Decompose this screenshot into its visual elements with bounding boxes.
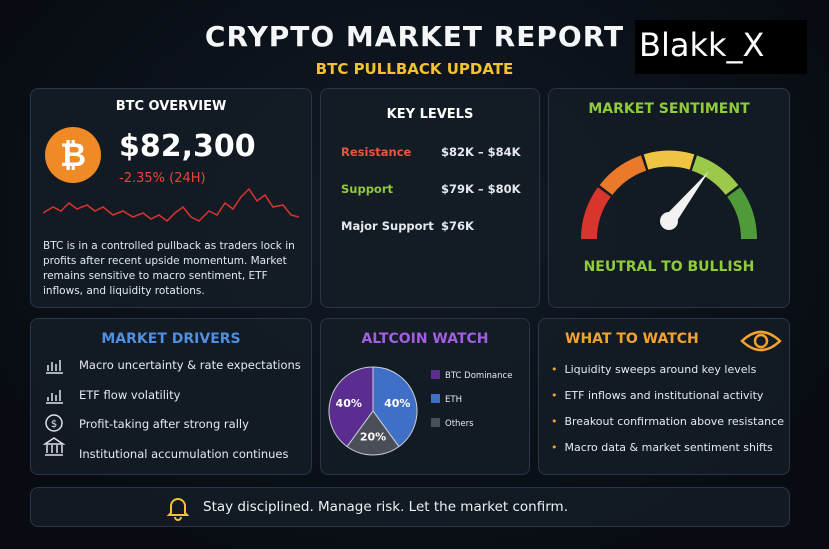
gauge-arc xyxy=(691,155,739,196)
panel-title: WHAT TO WATCH xyxy=(565,331,699,347)
drivers-panel: MARKET DRIVERS $ Macro uncertainty & rat… xyxy=(30,318,312,475)
panel-title: MARKET DRIVERS xyxy=(101,331,241,347)
bell-outline xyxy=(166,498,190,521)
key-levels-panel: KEY LEVELS Resistance $82K – $84K Suppor… xyxy=(320,88,540,308)
icon-chart xyxy=(46,360,63,374)
legend-swatch xyxy=(431,418,440,427)
level-name: Resistance xyxy=(341,145,412,159)
btc-summary: BTC is in a controlled pullback as trade… xyxy=(43,240,295,297)
level-value: $79K – $80K xyxy=(441,182,521,196)
watch-item: • Macro data & market sentiment shifts xyxy=(551,441,773,454)
watch-text: Breakout confirmation above resistance xyxy=(564,415,784,428)
btc-overview-panel: BTC OVERVIEW ₿ $82,300 -2.35% (24H) BTC … xyxy=(30,88,312,308)
panel-title: BTC OVERVIEW xyxy=(115,99,227,114)
watch-item: • ETF inflows and institutional activity xyxy=(551,389,764,402)
sentiment-reading: NEUTRAL TO BULLISH xyxy=(583,259,755,275)
pie-slice xyxy=(372,366,418,448)
watch-text: Macro data & market sentiment shifts xyxy=(564,441,773,454)
watermark: Blakk_X xyxy=(635,20,807,74)
eye-outline xyxy=(740,330,782,352)
btc-change: -2.35% (24H) xyxy=(119,171,206,186)
icon-dollar: $ xyxy=(51,419,57,430)
driver-item: Institutional accumulation continues xyxy=(79,447,289,461)
eye-pupil xyxy=(753,333,769,349)
eye-icon xyxy=(740,330,782,352)
gauge-arcs xyxy=(581,150,757,240)
bell-icon xyxy=(166,498,190,521)
gauge-hub xyxy=(660,212,678,230)
pie-slice xyxy=(346,410,400,456)
slice-label: 40% xyxy=(384,397,410,410)
legend-label: Others xyxy=(445,419,474,429)
legend-swatch xyxy=(431,370,440,379)
icon-bank xyxy=(43,437,66,456)
driver-item: Profit-taking after strong rally xyxy=(79,417,249,431)
btc-symbol: ₿ xyxy=(60,136,86,174)
panel-title: KEY LEVELS xyxy=(386,107,474,122)
legend-label: BTC Dominance xyxy=(445,371,512,381)
footer-panel: Stay disciplined. Manage risk. Let the m… xyxy=(30,487,790,527)
driver-item: ETF flow volatility xyxy=(79,388,181,402)
icon-coin xyxy=(45,414,63,432)
level-value: $82K – $84K xyxy=(441,145,521,159)
slice-label: 40% xyxy=(336,397,362,410)
pie-slice xyxy=(328,366,374,448)
sparkline-path xyxy=(43,187,300,222)
footer-text: Stay disciplined. Manage risk. Let the m… xyxy=(203,499,568,515)
level-value: $76K xyxy=(441,219,474,233)
level-name: Support xyxy=(341,182,394,196)
level-name: Major Support xyxy=(341,219,434,233)
altcoin-panel: ALTCOIN WATCH 40% 40% 20% BTC Dominance ETH O… xyxy=(320,318,530,475)
legend-label: ETH xyxy=(445,395,462,405)
gauge-arc xyxy=(643,150,695,170)
gauge-arc xyxy=(581,187,611,240)
sentiment-panel: MARKET SENTIMENT NEUTRAL TO BULLISH xyxy=(548,88,790,308)
report-title: CRYPTO MARKET REPORT xyxy=(204,20,625,53)
panel-title: MARKET SENTIMENT xyxy=(588,101,750,117)
sparkline xyxy=(43,187,300,222)
btc-logo: ₿ xyxy=(45,127,101,183)
gauge xyxy=(581,150,757,240)
pie-chart: 40% 40% 20% BTC Dominance ETH Others xyxy=(328,366,512,456)
icon-bars xyxy=(46,390,63,404)
gauge-arc xyxy=(599,155,647,196)
report-subtitle: BTC PULLBACK UPDATE xyxy=(315,60,514,78)
watch-text: Liquidity sweeps around key levels xyxy=(564,363,757,376)
watch-text: ETF inflows and institutional activity xyxy=(564,389,764,402)
btc-price: $82,300 xyxy=(119,129,256,164)
driver-icons: $ xyxy=(43,360,66,456)
slice-label: 20% xyxy=(360,431,386,444)
driver-item: Macro uncertainty & rate expectations xyxy=(79,358,301,372)
gauge-needle xyxy=(663,171,709,224)
watch-item: • Liquidity sweeps around key levels xyxy=(551,363,757,376)
btc-coin xyxy=(45,127,101,183)
watch-item: • Breakout confirmation above resistance xyxy=(551,415,784,428)
watch-panel: WHAT TO WATCH • Liquidity sweeps around … xyxy=(538,318,790,475)
panel-title: ALTCOIN WATCH xyxy=(361,331,489,347)
legend-swatch xyxy=(431,394,440,403)
gauge-arc xyxy=(727,187,757,240)
